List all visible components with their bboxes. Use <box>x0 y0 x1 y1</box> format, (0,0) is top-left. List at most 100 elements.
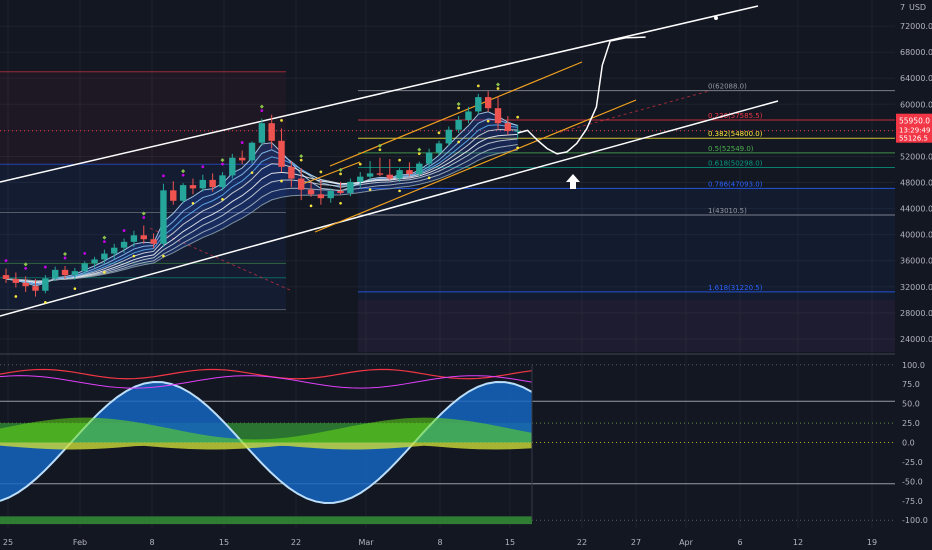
marker-dot <box>162 174 165 178</box>
candle-body <box>494 108 502 124</box>
candle-body <box>61 269 69 276</box>
candle-body <box>268 123 275 141</box>
candle-body <box>229 157 236 176</box>
candle-body <box>209 179 216 188</box>
marker-dot-low <box>516 146 519 150</box>
marker-dot <box>221 162 224 166</box>
marker-dot <box>516 115 520 119</box>
candle-body <box>81 263 88 272</box>
sub-channel-lower <box>314 99 637 233</box>
marker-dot <box>63 256 67 260</box>
marker-dot-low <box>221 198 224 201</box>
marker-dot <box>181 173 185 177</box>
candle-body <box>111 247 118 254</box>
time-tick-label: 8 <box>149 538 154 547</box>
time-tick-label: 19 <box>867 538 877 547</box>
zone-red-right-bottom <box>358 299 895 352</box>
marker-diamond <box>141 211 146 216</box>
price-tick-label: 28000.0 <box>900 309 932 318</box>
osc-bottom-bar <box>0 516 532 525</box>
time-tick-label: 15 <box>505 538 515 547</box>
candle-body <box>366 173 374 177</box>
candle-body <box>298 178 305 190</box>
osc-tick-label: -75.0 <box>902 497 923 506</box>
sub-channel-mid <box>299 161 361 186</box>
marker-diamond <box>102 235 107 240</box>
candle-body <box>189 185 197 189</box>
candle-body <box>357 176 364 182</box>
marker-dot-low <box>457 140 460 144</box>
candle-body <box>150 239 157 244</box>
marker-dot <box>319 170 323 174</box>
marker-diamond <box>456 102 461 107</box>
time-tick-label: Mar <box>358 538 374 547</box>
osc-tick-label: 50.0 <box>902 400 920 409</box>
price-tick-label: 60000.0 <box>900 100 932 109</box>
fib-label: 0(62088.0) <box>708 83 747 91</box>
marker-dot-low <box>280 179 283 183</box>
countdown-label: 13:29:49 <box>899 127 930 135</box>
ma-line <box>5 149 518 282</box>
candle-body <box>140 235 147 240</box>
candle-body <box>219 175 226 188</box>
price-tick-label: 36000.0 <box>900 257 932 266</box>
candle-body <box>347 181 354 193</box>
fib-label: 1.618(31220.5) <box>708 284 763 292</box>
time-tick-label: 25 <box>3 538 13 547</box>
marker-dot-low <box>132 254 136 258</box>
time-tick-label: Feb <box>73 538 87 547</box>
osc-purple-line <box>0 375 533 389</box>
osc-tick-label: 100.0 <box>902 361 925 370</box>
osc-tick-label: 0.0 <box>902 439 915 448</box>
candle-body <box>337 190 344 193</box>
candle-body <box>327 190 334 199</box>
candle-body <box>445 129 452 144</box>
candle-body <box>91 259 98 264</box>
osc-red-line <box>0 368 533 380</box>
sub-price-label: 55126.5 <box>899 135 928 143</box>
zone-red-left <box>0 71 286 165</box>
marker-dot-low <box>368 188 372 191</box>
marker-dot <box>201 165 205 169</box>
candle-body <box>406 170 413 175</box>
candle-body <box>179 185 187 201</box>
marker-dot <box>378 148 382 152</box>
marker-dot <box>437 131 441 135</box>
marker-diamond <box>377 143 382 148</box>
marker-dot <box>142 216 146 219</box>
time-tick-label: 22 <box>577 538 587 547</box>
candle-body <box>425 152 433 164</box>
candle-body <box>52 269 59 279</box>
candle-body <box>160 190 167 244</box>
signal-markers <box>4 82 520 304</box>
marker-diamond <box>181 169 186 174</box>
ribbon-fill <box>6 111 518 286</box>
marker-dot-low <box>14 295 18 298</box>
candle-body <box>475 97 482 112</box>
fib-retracement: 0(62088.0) 0.236(57585.5) 0.382(54800.0) 0.… <box>0 83 895 293</box>
marker-diamond <box>23 262 28 267</box>
channel-anchor <box>714 16 718 20</box>
marker-dot <box>122 229 126 232</box>
price-tick-label: 32000.0 <box>900 283 932 292</box>
candle-body <box>455 119 462 130</box>
candle-body <box>238 157 246 161</box>
up-arrow-icon <box>566 174 580 189</box>
moving-average-ribbon <box>5 111 518 287</box>
trend-dashed-left <box>149 227 291 291</box>
candle-body <box>71 271 79 276</box>
osc-tick-label: 75.0 <box>902 380 920 389</box>
price-tick-label: 72000.0 <box>900 22 932 31</box>
axis-currency-label: USD <box>909 3 926 12</box>
current-price-badge <box>896 113 932 143</box>
marker-dot <box>4 259 8 262</box>
candle-body <box>130 235 138 242</box>
marker-dot <box>43 265 47 269</box>
candle-body <box>435 143 443 153</box>
candle-body <box>514 130 521 132</box>
time-tick-label: 12 <box>793 538 803 547</box>
time-tick-label: Apr <box>679 538 694 547</box>
marker-diamond <box>299 154 304 159</box>
